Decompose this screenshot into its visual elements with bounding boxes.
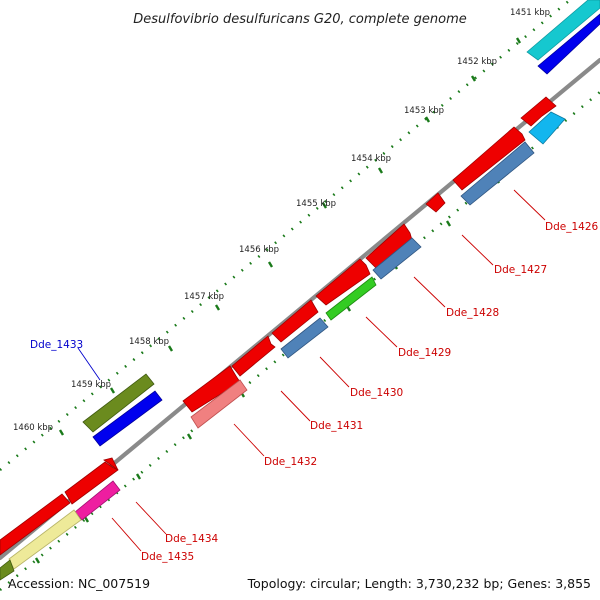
blue-gene-top[interactable] [537, 13, 600, 75]
tick-label: 1453 kbp [404, 106, 444, 116]
dde-1427-arrow[interactable] [452, 126, 526, 191]
dde-1429-gene[interactable] [325, 276, 377, 321]
dde-1434-tip[interactable] [103, 457, 119, 471]
leader-dde-1433 [77, 347, 101, 381]
tick-1453 [424, 116, 431, 123]
tick-1451 [515, 37, 522, 44]
dde-1428-arrow[interactable] [365, 223, 413, 269]
cyan-gene[interactable] [526, 0, 600, 61]
tick-1452 [470, 75, 477, 82]
leader-dde-1426 [513, 189, 546, 221]
tick-label: 1455 kbp [296, 199, 336, 209]
red-gene-bottom-left[interactable] [0, 493, 71, 556]
gene-label-dde-1435[interactable]: Dde_1435 [141, 551, 194, 563]
dde-1426-gene[interactable] [460, 141, 535, 206]
gene-label-dde-1430[interactable]: Dde_1430 [350, 387, 403, 399]
outer-features [0, 0, 600, 556]
dde-1428-gene[interactable] [372, 237, 422, 280]
tick-label: 1460 kbp [13, 423, 53, 433]
map-title: Desulfovibrio desulfuricans G20, complet… [133, 12, 467, 27]
gene-label-dde-1431[interactable]: Dde_1431 [310, 420, 363, 432]
inner-tick-h [135, 473, 142, 480]
accession-text: Accession: NC_007519 [8, 576, 151, 591]
gene-label-dde-1426[interactable]: Dde_1426 [545, 221, 599, 233]
inner-tick-g [186, 433, 193, 440]
dde-1429-arrow[interactable] [315, 258, 371, 306]
gene-label-dde-1427[interactable]: Dde_1427 [494, 264, 547, 276]
small-red-arrow[interactable] [425, 192, 446, 213]
leader-dde-1429 [365, 316, 398, 348]
gene-label-dde-1434[interactable]: Dde_1434 [165, 533, 219, 545]
olive-gene-edge[interactable] [0, 559, 15, 581]
tick-label: 1457 kbp [184, 292, 224, 302]
tick-1459 [109, 387, 116, 394]
dde-1430-gene[interactable] [280, 317, 329, 359]
leader-dde-1427 [461, 234, 494, 266]
inner-major-ticks [34, 177, 501, 564]
dde-1432-arrow[interactable] [182, 365, 241, 413]
dde-1432-gene[interactable] [190, 379, 248, 429]
leader-dde-1435 [111, 517, 142, 552]
tick-label: 1454 kbp [351, 154, 391, 164]
tick-label: 1452 kbp [457, 57, 497, 67]
skyblue-gene[interactable] [528, 111, 566, 145]
gene-label-dde-1429[interactable]: Dde_1429 [398, 347, 451, 359]
blue-gene-bottom[interactable] [92, 390, 163, 447]
tick-1458 [167, 345, 174, 352]
leader-dde-1434 [135, 501, 167, 535]
inner-tick-i [83, 516, 90, 523]
leader-dde-1430 [319, 356, 350, 388]
leader-dde-1432 [233, 423, 265, 457]
gene-label-dde-1432[interactable]: Dde_1432 [264, 456, 317, 468]
major-ticks [58, 37, 522, 436]
tick-1460 [58, 429, 65, 436]
tick-1456 [267, 261, 274, 268]
tick-label: 1456 kbp [239, 245, 279, 255]
tick-labels: 1451 kbp 1452 kbp 1453 kbp 1454 kbp 1455… [13, 8, 550, 433]
inner-tick-b [445, 220, 452, 227]
dde-1434-arrow[interactable] [64, 461, 119, 505]
inner-features [0, 111, 566, 581]
dde-1435-gene[interactable] [74, 480, 121, 521]
outer-tick-track [0, 0, 571, 472]
tick-label: 1451 kbp [510, 8, 550, 18]
tick-1454 [377, 167, 384, 174]
dde-1426-upper-arrow[interactable] [520, 96, 557, 127]
leader-dde-1428 [413, 276, 446, 308]
leader-lines [111, 189, 546, 552]
tick-label: 1459 kbp [71, 380, 111, 390]
genome-summary-text: Topology: circular; Length: 3,730,232 bp… [247, 576, 591, 591]
inner-tick-j [34, 557, 41, 564]
tick-1457 [214, 304, 221, 311]
leader-dde-1431 [280, 390, 311, 422]
dde-1431-arrow[interactable] [231, 335, 276, 377]
gene-label-dde-1433[interactable]: Dde_1433 [30, 339, 83, 351]
gene-labels: Dde_1426 Dde_1427 Dde_1428 Dde_1429 Dde_… [30, 221, 599, 563]
dde-1430-arrow[interactable] [271, 299, 319, 343]
gene-label-dde-1428[interactable]: Dde_1428 [446, 307, 499, 319]
dde-1433-gene[interactable] [82, 373, 155, 433]
tick-1455 [321, 202, 328, 209]
tick-label: 1458 kbp [129, 337, 169, 347]
